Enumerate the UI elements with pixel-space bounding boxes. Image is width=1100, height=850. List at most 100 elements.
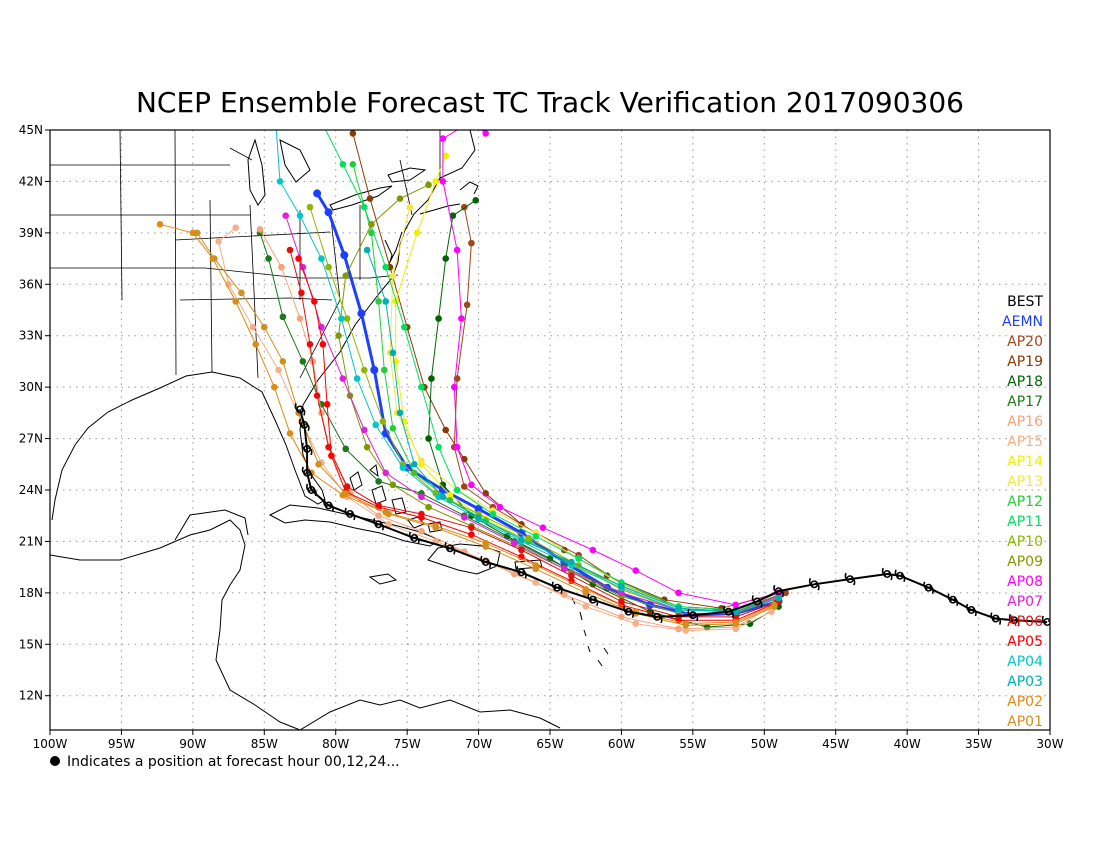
hurricane-symbol-icon — [408, 531, 420, 545]
track-aemn — [313, 189, 783, 620]
track-point — [468, 531, 475, 538]
legend-ap15: AP15 — [1007, 434, 1043, 450]
track-point — [435, 443, 442, 451]
x-tick-label: 75W — [394, 737, 421, 751]
track-point — [425, 181, 432, 189]
track-ap02 — [156, 220, 778, 628]
track-point — [418, 514, 425, 521]
track-point — [474, 504, 483, 513]
hurricane-symbol-icon — [516, 566, 527, 579]
legend-best: BEST — [1007, 294, 1043, 310]
track-point — [342, 445, 350, 453]
track-point — [319, 340, 327, 348]
best-track — [294, 403, 1050, 627]
track-point — [682, 627, 690, 634]
track-line — [289, 249, 779, 618]
track-point — [442, 255, 450, 262]
hurricane-symbol-icon — [1008, 614, 1020, 627]
hurricane-symbol-icon — [923, 581, 934, 594]
track-point — [335, 332, 342, 340]
track-point — [446, 491, 454, 499]
track-point — [375, 478, 382, 485]
legend-ap04: AP04 — [1007, 654, 1043, 670]
hurricane-symbol-center — [883, 570, 892, 578]
footnote: Indicates a position at forecast hour 00… — [67, 754, 400, 770]
x-tick-label: 85W — [251, 737, 278, 751]
track-point — [342, 490, 350, 497]
track-point — [472, 196, 480, 204]
track-point — [275, 366, 282, 374]
track-ap09 — [335, 181, 782, 617]
track-point — [589, 546, 597, 554]
hurricane-symbol-center — [1010, 616, 1019, 625]
track-point — [256, 226, 264, 233]
track-point — [370, 366, 379, 374]
track-point — [439, 493, 447, 501]
track-point — [318, 118, 325, 125]
ensemble-tracks — [156, 118, 790, 634]
hurricane-symbol-center — [967, 606, 976, 614]
y-tick-label: 18N — [19, 586, 43, 600]
track-point — [310, 298, 318, 305]
hurricane-symbol-icon — [881, 567, 893, 581]
track-point — [468, 524, 475, 532]
track-point — [463, 301, 471, 309]
lake-michigan — [247, 138, 266, 206]
track-point — [775, 594, 782, 602]
track-point — [618, 589, 625, 597]
track-point — [389, 349, 397, 357]
state-borders — [50, 130, 441, 379]
track-point — [324, 208, 333, 217]
track-point — [496, 503, 504, 511]
y-tick-label: 42N — [19, 174, 43, 188]
track-point — [418, 457, 425, 465]
legend-ap03: AP03 — [1007, 674, 1043, 690]
x-tick-label: 50W — [751, 737, 778, 751]
track-point — [286, 430, 294, 437]
axis-labels: 100W 95W 90W 85W 80W 75W 70W 65W 60W 55W 50W 45W 40W… — [19, 123, 1064, 751]
track-ap03 — [363, 246, 782, 616]
track-point — [232, 224, 240, 232]
track-point — [313, 189, 322, 198]
legend-ap19: AP19 — [1007, 354, 1043, 370]
track-point — [468, 481, 475, 489]
x-tick-label: 35W — [965, 737, 992, 751]
track-point — [339, 375, 347, 382]
lesser-antilles — [559, 584, 609, 667]
track-point — [518, 536, 525, 544]
track-point — [425, 503, 432, 511]
track-point — [249, 323, 257, 331]
track-point — [560, 565, 568, 573]
track-point — [432, 524, 440, 532]
track-point — [215, 238, 222, 245]
track-point — [460, 483, 468, 490]
track-point — [675, 604, 682, 612]
track-point — [360, 426, 368, 434]
cape-cod — [459, 181, 479, 195]
hurricane-symbol-icon — [1041, 615, 1050, 624]
track-ap20 — [450, 203, 790, 614]
track-point — [418, 527, 425, 535]
lake-erie — [329, 185, 393, 211]
track-point — [439, 481, 447, 489]
track-point — [768, 608, 775, 616]
hurricane-symbol-icon — [294, 403, 306, 416]
track-line — [275, 130, 779, 613]
track-point — [389, 272, 397, 280]
legend-ap13: AP13 — [1007, 474, 1043, 490]
track-point — [453, 443, 461, 451]
hurricane-symbol-center — [1043, 618, 1050, 626]
hurricane-symbol-center — [688, 611, 697, 620]
track-point — [458, 315, 465, 322]
track-point — [532, 565, 540, 573]
track-point — [746, 620, 754, 628]
track-ap18 — [425, 196, 782, 631]
hurricane-symbol-icon — [651, 610, 663, 624]
track-point — [353, 375, 361, 382]
track-point — [313, 392, 321, 400]
x-tick-label: 55W — [679, 737, 706, 751]
track-point — [568, 558, 575, 566]
track-ap15 — [215, 224, 775, 634]
track-point — [675, 589, 682, 597]
track-point — [338, 315, 345, 322]
